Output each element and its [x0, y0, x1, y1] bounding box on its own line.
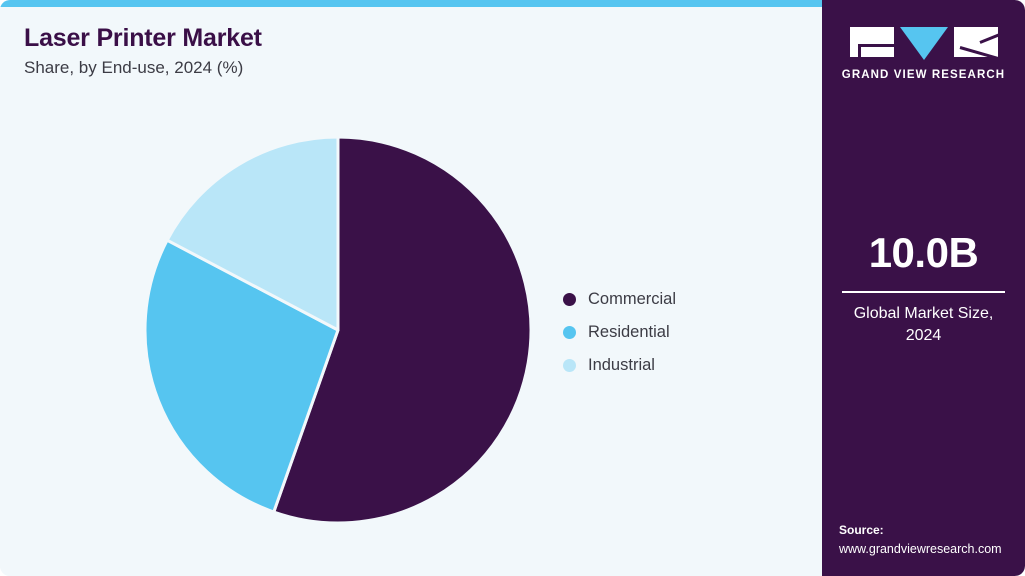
pie-slice-residential[interactable] [143, 238, 340, 514]
legend-item-residential[interactable]: Residential [563, 316, 676, 349]
market-size-caption: Global Market Size, 2024 [853, 305, 994, 344]
legend-swatch-commercial [563, 293, 576, 306]
logo-letter-g-icon [849, 27, 894, 57]
title-block: Laser Printer Market Share, by End-use, … [24, 24, 664, 78]
legend-label-industrial: Industrial [588, 356, 655, 374]
brand-sidebar: GRAND VIEW RESEARCH 10.0B Global Market … [822, 0, 1025, 576]
logo-letter-v-icon [899, 27, 948, 60]
brand-wordmark: GRAND VIEW RESEARCH [841, 69, 1006, 81]
source-url[interactable]: www.grandviewresearch.com [839, 541, 1002, 556]
pie-chart [142, 134, 534, 526]
page-title: Laser Printer Market [24, 24, 262, 52]
legend-item-industrial[interactable]: Industrial [563, 349, 676, 382]
source-label: Source: [839, 523, 884, 538]
chart-panel: Laser Printer Market Share, by End-use, … [0, 0, 822, 526]
legend-item-commercial[interactable]: Commercial [563, 283, 676, 316]
legend-label-residential: Residential [588, 323, 670, 341]
source-block: Source: www.grandviewresearch.com [839, 522, 1025, 558]
chart-legend: Commercial Residential Industrial [563, 283, 676, 382]
page-subtitle: Share, by End-use, 2024 (%) [24, 57, 244, 77]
pie-slice-industrial[interactable] [165, 135, 340, 332]
market-size-stat: 10.0B Global Market Size, 2024 [822, 232, 1025, 346]
legend-label-commercial: Commercial [588, 290, 677, 308]
legend-swatch-residential [563, 326, 576, 339]
brand-logo: GRAND VIEW RESEARCH [822, 27, 1025, 81]
stat-divider [842, 291, 1005, 293]
logo-marks [822, 27, 1025, 60]
legend-swatch-industrial [563, 359, 576, 372]
logo-letter-r-icon [953, 27, 998, 57]
market-size-value: 10.0B [868, 229, 979, 276]
top-accent-bar [0, 0, 822, 7]
pie-chart-svg [143, 135, 533, 525]
